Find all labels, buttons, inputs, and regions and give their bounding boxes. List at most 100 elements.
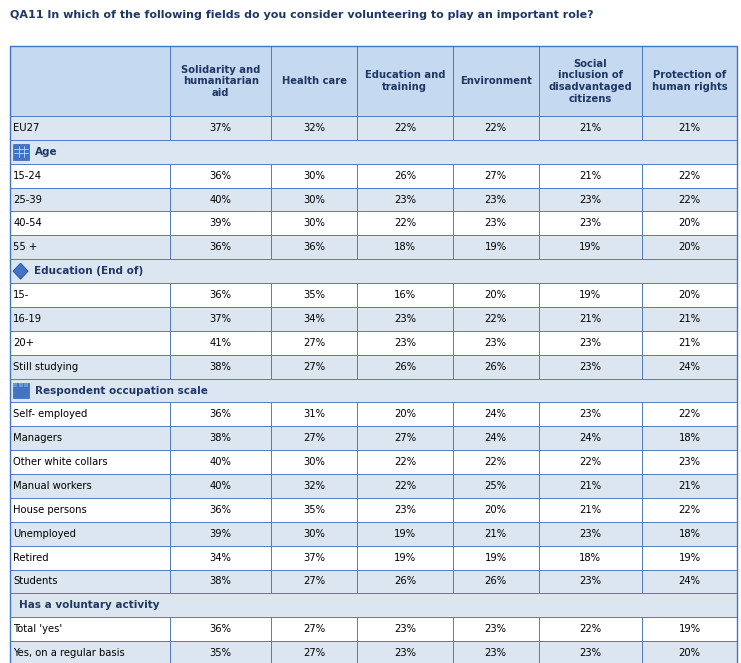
Bar xyxy=(453,307,539,331)
Text: 23%: 23% xyxy=(579,361,601,372)
Text: 38%: 38% xyxy=(210,361,232,372)
Bar xyxy=(10,379,737,402)
Text: Environment: Environment xyxy=(459,76,531,86)
Text: 35%: 35% xyxy=(303,290,325,300)
Bar xyxy=(642,164,737,188)
Bar xyxy=(13,383,17,387)
Text: 22%: 22% xyxy=(393,218,416,229)
Text: 30%: 30% xyxy=(303,528,325,539)
Bar xyxy=(539,283,642,307)
Text: 36%: 36% xyxy=(210,170,232,181)
Bar xyxy=(170,331,271,355)
Text: 27%: 27% xyxy=(303,648,325,658)
Bar xyxy=(539,211,642,235)
Bar xyxy=(10,593,737,617)
Text: 16-19: 16-19 xyxy=(13,314,42,324)
Bar xyxy=(453,570,539,593)
Bar xyxy=(271,450,357,474)
Bar xyxy=(170,283,271,307)
Bar xyxy=(357,498,453,522)
Bar xyxy=(170,546,271,570)
Bar xyxy=(357,307,453,331)
Bar xyxy=(13,144,29,160)
Text: House persons: House persons xyxy=(13,505,87,515)
Text: 22%: 22% xyxy=(679,170,700,181)
Text: 22%: 22% xyxy=(485,123,507,133)
Text: 40%: 40% xyxy=(210,481,232,491)
Text: 22%: 22% xyxy=(485,314,507,324)
Bar xyxy=(642,641,737,663)
Bar xyxy=(642,546,737,570)
Bar xyxy=(642,474,737,498)
Text: 21%: 21% xyxy=(679,481,700,491)
Bar xyxy=(357,426,453,450)
Text: 21%: 21% xyxy=(579,314,601,324)
Bar xyxy=(271,522,357,546)
Text: Social
inclusion of
disadvantaged
citizens: Social inclusion of disadvantaged citize… xyxy=(548,59,632,103)
Text: 30%: 30% xyxy=(303,194,325,205)
Text: Health care: Health care xyxy=(282,76,347,86)
Bar xyxy=(357,116,453,140)
Bar xyxy=(271,426,357,450)
Bar xyxy=(357,331,453,355)
Bar xyxy=(170,211,271,235)
Text: 23%: 23% xyxy=(394,505,416,515)
Text: 19%: 19% xyxy=(579,242,601,253)
Text: Protection of
human rights: Protection of human rights xyxy=(651,70,728,92)
Bar xyxy=(453,498,539,522)
Text: 23%: 23% xyxy=(679,457,700,467)
Bar xyxy=(24,383,28,387)
Text: 18%: 18% xyxy=(679,433,700,444)
Text: 22%: 22% xyxy=(485,457,507,467)
Text: Unemployed: Unemployed xyxy=(13,528,76,539)
Text: Students: Students xyxy=(13,576,58,587)
Text: 38%: 38% xyxy=(210,433,232,444)
Bar xyxy=(10,116,170,140)
Text: Self- employed: Self- employed xyxy=(13,409,87,420)
Text: 20%: 20% xyxy=(679,242,700,253)
Bar xyxy=(642,331,737,355)
Bar xyxy=(271,283,357,307)
Bar xyxy=(642,235,737,259)
Text: 24%: 24% xyxy=(485,409,507,420)
Bar xyxy=(170,570,271,593)
Bar xyxy=(10,498,170,522)
Text: 27%: 27% xyxy=(303,433,325,444)
Text: 23%: 23% xyxy=(394,194,416,205)
Text: 19%: 19% xyxy=(485,552,507,563)
Bar xyxy=(170,426,271,450)
Text: 24%: 24% xyxy=(485,433,507,444)
Text: Managers: Managers xyxy=(13,433,62,444)
Text: Education and
training: Education and training xyxy=(365,70,445,92)
Text: 37%: 37% xyxy=(210,314,232,324)
Bar xyxy=(357,164,453,188)
Bar xyxy=(357,211,453,235)
Text: Other white collars: Other white collars xyxy=(13,457,108,467)
Bar xyxy=(10,546,170,570)
Bar xyxy=(642,426,737,450)
Bar xyxy=(539,116,642,140)
Text: 37%: 37% xyxy=(303,552,325,563)
Bar xyxy=(271,402,357,426)
Text: 30%: 30% xyxy=(303,457,325,467)
Text: 26%: 26% xyxy=(485,361,507,372)
Text: 22%: 22% xyxy=(679,409,700,420)
Text: 20%: 20% xyxy=(394,409,416,420)
Text: 27%: 27% xyxy=(303,624,325,634)
Text: 27%: 27% xyxy=(485,170,507,181)
Bar xyxy=(453,355,539,379)
Bar xyxy=(10,641,170,663)
Text: Still studying: Still studying xyxy=(13,361,79,372)
Text: 40-54: 40-54 xyxy=(13,218,42,229)
Bar xyxy=(642,283,737,307)
Bar xyxy=(642,498,737,522)
Bar xyxy=(357,402,453,426)
Text: 41%: 41% xyxy=(210,337,232,348)
Bar xyxy=(170,235,271,259)
Text: 26%: 26% xyxy=(393,361,416,372)
Text: 23%: 23% xyxy=(579,194,601,205)
Bar xyxy=(539,402,642,426)
Text: 36%: 36% xyxy=(303,242,325,253)
Text: 19%: 19% xyxy=(679,552,700,563)
Text: 26%: 26% xyxy=(393,170,416,181)
